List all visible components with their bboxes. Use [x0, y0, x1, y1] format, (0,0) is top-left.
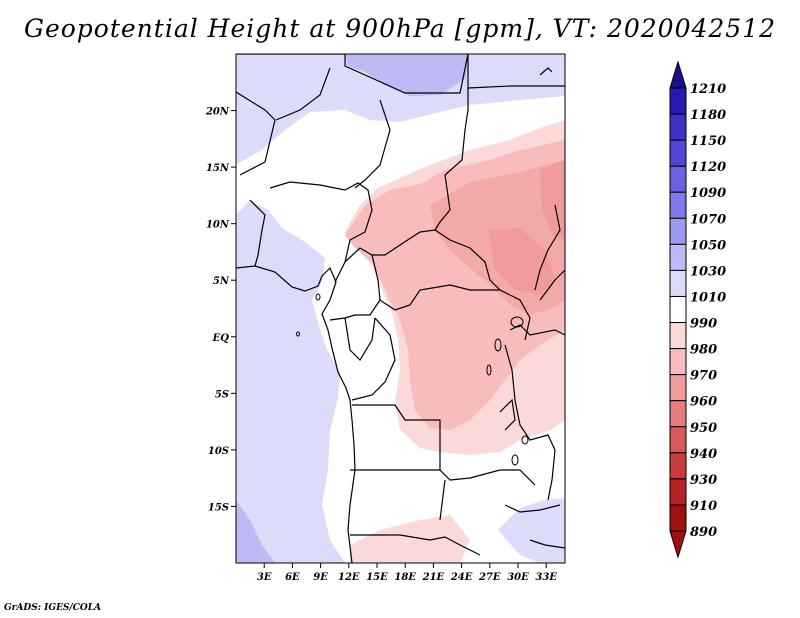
y-tick-label: 15N	[206, 163, 230, 174]
colorbar-swatch	[669, 87, 687, 115]
y-tick-label: 10N	[206, 220, 230, 231]
colorbar-bottom-arrow	[669, 530, 687, 559]
x-tick-label: 33E	[535, 572, 557, 583]
colorbar-swatch	[669, 478, 687, 506]
y-tick-label: 5N	[213, 276, 230, 287]
x-tick-label: 3E	[257, 572, 272, 583]
x-tick-label: 30E	[507, 572, 529, 583]
colorbar-swatch	[669, 165, 687, 193]
y-tick-label: 10S	[208, 446, 229, 457]
x-tick-label: 15E	[366, 572, 388, 583]
colorbar-label: 1010	[690, 290, 726, 305]
x-tick-label: 18E	[394, 572, 416, 583]
colorbar-label: 1150	[690, 134, 726, 149]
colorbar-top-arrow	[669, 60, 687, 89]
map-title: Geopotential Height at 900hPa [gpm], VT:…	[23, 14, 777, 43]
x-tick-label: 24E	[450, 572, 473, 583]
colorbar-swatch	[669, 113, 687, 141]
colorbar-label: 1090	[690, 186, 726, 201]
colorbar-label: 1180	[690, 108, 726, 123]
colorbar-label: 970	[690, 369, 717, 384]
colorbar: 1210 1180 1150 1120 1090 1070 1050 1030 1010 990 9…	[669, 60, 726, 559]
colorbar-swatch	[669, 374, 687, 402]
colorbar-swatch	[669, 504, 687, 532]
colorbar-label: 960	[690, 395, 717, 410]
x-tick-label: 27E	[478, 572, 501, 583]
colorbar-swatch	[669, 400, 687, 428]
colorbar-swatch	[669, 452, 687, 480]
colorbar-swatch	[669, 217, 687, 245]
colorbar-label: 1120	[690, 160, 726, 175]
colorbar-label: 1030	[690, 264, 726, 279]
colorbar-swatch	[669, 426, 687, 454]
y-tick-label: 15S	[208, 502, 229, 513]
colorbar-label: 950	[690, 421, 717, 436]
footer-credit: GrADS: IGES/COLA	[4, 603, 102, 613]
x-tick-label: 12E	[338, 572, 360, 583]
y-tick-label: EQ	[212, 333, 230, 344]
colorbar-label: 1210	[690, 82, 726, 97]
colorbar-label: 1050	[690, 238, 726, 253]
colorbar-swatch	[669, 295, 687, 324]
y-tick-label: 20N	[205, 107, 230, 118]
colorbar-swatch	[669, 348, 687, 376]
x-tick-label: 6E	[285, 572, 300, 583]
coastlines-borders	[236, 54, 565, 563]
x-tick-label: 21E	[422, 572, 445, 583]
y-axis: 20N 15N 10N 5N EQ 5S 10S 15S	[205, 107, 236, 513]
colorbar-swatch	[669, 322, 687, 350]
colorbar-swatch	[669, 243, 687, 271]
colorbar-label: 990	[690, 317, 717, 332]
colorbar-swatch	[669, 191, 687, 219]
x-tick-label: 9E	[313, 572, 328, 583]
colorbar-label: 940	[690, 447, 717, 462]
colorbar-label: 930	[690, 473, 717, 488]
x-axis: 3E 6E 9E 12E 15E 18E 21E 24E 27E 30E 33E	[257, 563, 557, 583]
colorbar-label: 1070	[690, 212, 726, 227]
colorbar-label: 890	[690, 525, 717, 540]
y-tick-label: 5S	[215, 389, 229, 400]
colorbar-swatch	[669, 269, 687, 297]
colorbar-label: 980	[690, 343, 717, 358]
colorbar-label: 910	[690, 499, 717, 514]
colorbar-swatch	[669, 139, 687, 167]
map-frame	[235, 53, 566, 564]
